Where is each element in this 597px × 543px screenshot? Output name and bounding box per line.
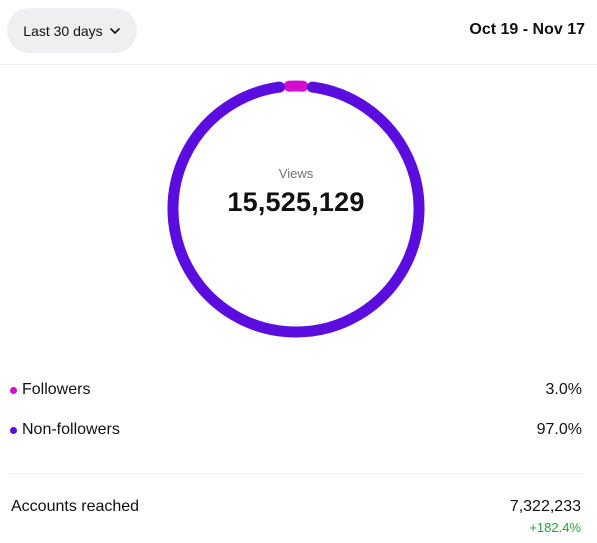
followers-dot-icon — [10, 386, 17, 394]
legend-label: Non-followers — [22, 421, 120, 438]
accounts-reached-delta: +182.4% — [529, 520, 581, 535]
date-range-dropdown-label: Last 30 days — [23, 22, 103, 39]
header-bar: Last 30 days Oct 19 - Nov 17 — [0, 0, 597, 65]
views-label: Views — [278, 166, 314, 181]
legend-value: 3.0% — [545, 381, 582, 398]
views-donut-chart — [167, 80, 425, 338]
section-divider — [10, 473, 582, 474]
views-total: 15,525,129 — [227, 187, 365, 217]
donut-segment-non-followers — [167, 81, 425, 338]
date-range-dropdown[interactable]: Last 30 days — [7, 8, 137, 53]
date-range-text: Oct 19 - Nov 17 — [469, 21, 585, 38]
chevron-down-icon — [109, 27, 120, 34]
legend-item-followers: Followers 3.0% — [10, 379, 582, 401]
non-followers-dot-icon — [10, 426, 17, 434]
donut-center: Views 15,525,129 — [162, 166, 430, 218]
legend-item-non-followers: Non-followers 97.0% — [10, 419, 582, 441]
legend-label: Followers — [22, 381, 91, 398]
legend-value: 97.0% — [536, 421, 582, 438]
accounts-reached-value: 7,322,233 — [509, 498, 581, 515]
accounts-reached-label: Accounts reached — [11, 498, 140, 515]
